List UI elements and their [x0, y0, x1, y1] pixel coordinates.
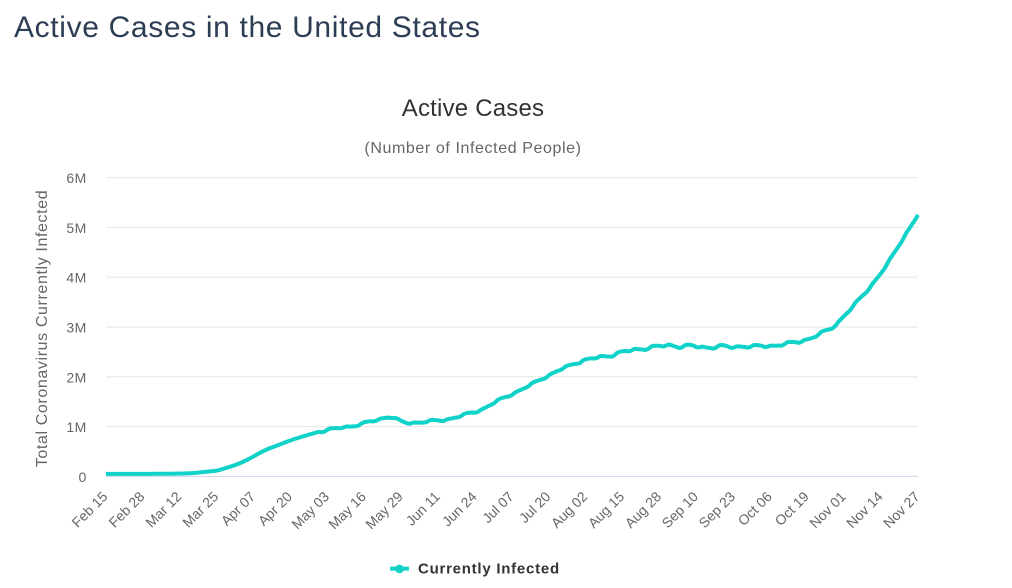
svg-text:Aug 15: Aug 15 [585, 488, 628, 531]
svg-text:May 16: May 16 [325, 488, 369, 532]
svg-text:May 29: May 29 [362, 488, 406, 532]
svg-text:Nov 01: Nov 01 [806, 488, 849, 531]
svg-text:5M: 5M [66, 220, 86, 236]
svg-text:1M: 1M [66, 419, 86, 435]
svg-text:Mar 25: Mar 25 [179, 488, 221, 530]
svg-text:4M: 4M [66, 270, 86, 286]
svg-text:0: 0 [79, 469, 87, 485]
svg-text:May 03: May 03 [288, 488, 332, 532]
svg-text:Jun 11: Jun 11 [403, 488, 443, 528]
svg-text:Nov 27: Nov 27 [880, 488, 923, 531]
svg-text:Oct 06: Oct 06 [735, 488, 776, 529]
svg-text:Active Cases: Active Cases [402, 95, 544, 122]
svg-text:Total Coronavirus Currently In: Total Coronavirus Currently Infected [34, 190, 51, 468]
svg-text:Sep 10: Sep 10 [658, 488, 701, 531]
svg-text:Currently Infected: Currently Infected [418, 561, 560, 578]
svg-text:Jun 24: Jun 24 [439, 488, 480, 529]
svg-text:(Number of Infected People): (Number of Infected People) [364, 140, 581, 157]
svg-text:Sep 23: Sep 23 [695, 488, 738, 531]
svg-text:2M: 2M [66, 369, 86, 385]
svg-text:Aug 02: Aug 02 [548, 488, 591, 531]
svg-text:Feb 28: Feb 28 [105, 488, 147, 530]
svg-text:Nov 14: Nov 14 [843, 488, 886, 531]
svg-text:Oct 19: Oct 19 [771, 488, 812, 529]
svg-text:Feb 15: Feb 15 [68, 488, 110, 530]
svg-text:6M: 6M [66, 170, 86, 186]
svg-text:3M: 3M [66, 320, 86, 336]
svg-text:Apr 07: Apr 07 [218, 488, 259, 529]
svg-text:Jul 07: Jul 07 [479, 488, 517, 526]
svg-text:Mar 12: Mar 12 [142, 488, 184, 530]
svg-text:Aug 28: Aug 28 [622, 488, 665, 531]
